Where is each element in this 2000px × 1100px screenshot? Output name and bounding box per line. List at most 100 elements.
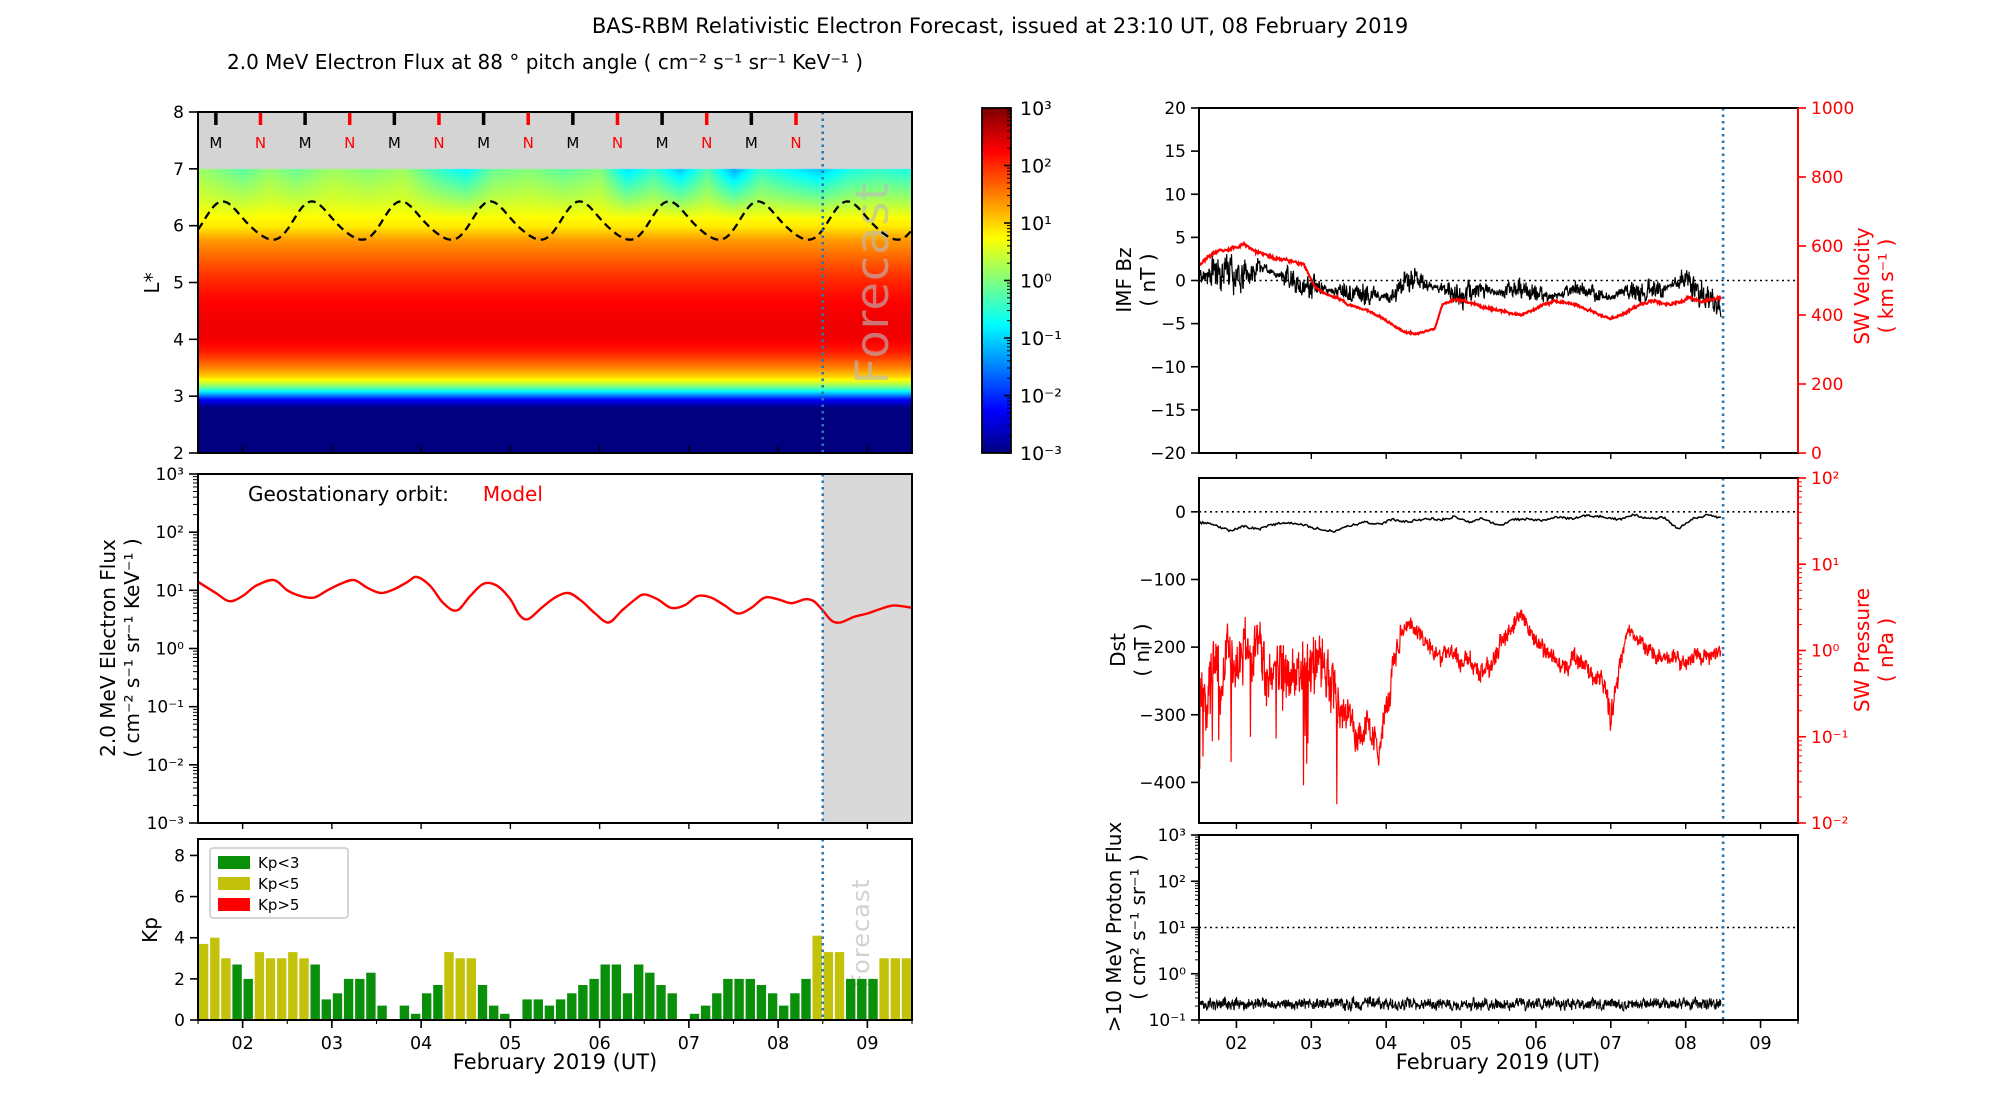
svg-text:15: 15 [1164,142,1186,162]
svg-text:10²: 10² [1158,872,1186,892]
svg-text:10²: 10² [156,523,184,543]
svg-text:10³: 10³ [1158,826,1186,846]
dst-ylabel-line1: Dst [1106,633,1130,667]
figure-title: BAS-RBM Relativistic Electron Forecast, … [591,14,1409,38]
svg-text:−400: −400 [1139,773,1186,793]
svg-text:10²: 10² [1020,156,1052,178]
svg-text:5: 5 [1175,228,1186,248]
dst-ylabel-line2: ( nT ) [1130,623,1154,677]
imf-bz-ylabel-line2: ( nT ) [1136,253,1160,307]
svg-text:Kp<5: Kp<5 [258,875,299,893]
svg-text:0: 0 [1811,444,1822,464]
svg-text:10⁻¹: 10⁻¹ [1020,328,1062,350]
svg-text:10²: 10² [1811,469,1839,489]
svg-text:06: 06 [588,1034,610,1054]
svg-text:02: 02 [231,1034,253,1054]
svg-text:4: 4 [174,929,185,949]
svg-text:−5: −5 [1161,315,1186,335]
svg-text:10³: 10³ [1020,98,1052,120]
electron-flux-ylabel-line2: ( cm⁻² s⁻¹ sr⁻¹ KeV⁻¹ ) [120,538,144,758]
sw-pressure-ylabel-line2: ( nPa ) [1874,617,1898,683]
svg-text:10⁰: 10⁰ [156,640,185,660]
svg-text:800: 800 [1811,168,1843,188]
kp-ylabel: Kp [138,917,162,943]
svg-text:10⁻¹: 10⁻¹ [147,698,184,718]
svg-text:0: 0 [174,1011,185,1031]
svg-text:N: N [612,134,623,152]
svg-text:07: 07 [1600,1034,1622,1054]
svg-text:04: 04 [1375,1034,1397,1054]
svg-text:10⁰: 10⁰ [1811,642,1840,662]
proton-flux-ylabel-line2: ( cm² s⁻¹ sr⁻¹ ) [1126,854,1150,1000]
heatmap-title: 2.0 MeV Electron Flux at 88 ° pitch angl… [226,50,864,74]
svg-text:6: 6 [174,888,185,908]
svg-text:0: 0 [1175,272,1186,292]
svg-text:06: 06 [1525,1034,1547,1054]
svg-text:N: N [523,134,534,152]
svg-text:10¹: 10¹ [156,581,184,601]
svg-text:10¹: 10¹ [1020,213,1052,235]
svg-text:8: 8 [174,846,185,866]
svg-text:04: 04 [410,1034,432,1054]
svg-text:600: 600 [1811,237,1843,257]
proton-flux-ylabel: >10 MeV Proton Flux ( cm² s⁻¹ sr⁻¹ ) [1102,822,1150,1033]
imf-bz-ylabel-line1: IMF Bz [1112,247,1136,313]
annotation-model-label: Model [482,482,543,506]
svg-text:07: 07 [678,1034,700,1054]
sw-pressure-ylabel: SW Pressure ( nPa ) [1850,588,1898,712]
dst-ylabel: Dst ( nT ) [1106,623,1154,676]
svg-text:1000: 1000 [1811,99,1854,119]
svg-text:10⁻¹: 10⁻¹ [1811,728,1848,748]
svg-text:10⁻³: 10⁻³ [147,814,184,834]
electron-flux-ylabel: 2.0 MeV Electron Flux ( cm⁻² s⁻¹ sr⁻¹ Ke… [96,538,144,757]
svg-text:10¹: 10¹ [1811,555,1839,575]
svg-text:Kp>5: Kp>5 [258,896,299,914]
svg-text:0: 0 [1175,503,1186,523]
svg-text:08: 08 [1675,1034,1697,1054]
svg-text:10: 10 [1164,185,1186,205]
svg-text:4: 4 [173,330,184,350]
svg-text:10⁰: 10⁰ [1158,965,1187,985]
svg-text:2: 2 [173,444,184,464]
svg-text:−300: −300 [1139,706,1186,726]
svg-text:08: 08 [767,1034,789,1054]
svg-text:M: M [656,134,669,152]
svg-text:200: 200 [1811,375,1843,395]
annotation-prefix: Geostationary orbit: [248,482,449,506]
geo-orbit-annotation: Geostationary orbit: Model [248,482,543,506]
svg-text:02: 02 [1225,1034,1247,1054]
svg-text:8: 8 [173,103,184,123]
heatmap-ylabel: L* [140,272,164,294]
svg-text:10¹: 10¹ [1158,919,1186,939]
svg-text:−20: −20 [1150,444,1186,464]
svg-text:10⁻¹: 10⁻¹ [1149,1011,1186,1031]
svg-text:05: 05 [499,1034,521,1054]
svg-text:N: N [433,134,444,152]
svg-text:M: M [477,134,490,152]
svg-text:09: 09 [1749,1034,1771,1054]
svg-text:20: 20 [1164,99,1186,119]
sw-velocity-ylabel-line1: SW Velocity [1850,227,1874,345]
sw-velocity-ylabel-line2: ( km s⁻¹ ) [1874,238,1898,334]
svg-text:5: 5 [173,274,184,294]
svg-text:10³: 10³ [156,465,184,485]
svg-text:10⁻²: 10⁻² [1811,814,1848,834]
svg-text:M: M [566,134,579,152]
svg-text:03: 03 [321,1034,343,1054]
xlabel-left: February 2019 (UT) [452,1050,658,1074]
svg-text:6: 6 [173,217,184,237]
svg-text:−15: −15 [1150,401,1186,421]
svg-text:03: 03 [1300,1034,1322,1054]
svg-text:7: 7 [173,160,184,180]
svg-text:2: 2 [174,970,185,990]
svg-text:3: 3 [173,387,184,407]
svg-text:M: M [299,134,312,152]
svg-text:M: M [388,134,401,152]
electron-flux-ylabel-line1: 2.0 MeV Electron Flux [96,539,120,757]
svg-text:M: M [209,134,222,152]
svg-text:N: N [790,134,801,152]
svg-text:−100: −100 [1139,570,1186,590]
svg-text:400: 400 [1811,306,1843,326]
svg-text:N: N [701,134,712,152]
